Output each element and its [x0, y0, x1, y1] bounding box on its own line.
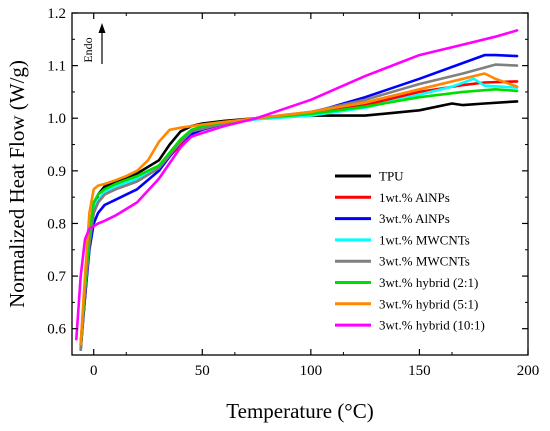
ticks-layer: 0 50 100 150 200 0.6 0.7 0.8 0.9 1.0 1.1 1.2 — [47, 6, 539, 379]
y-tick-label: 1.1 — [47, 59, 66, 75]
x-axis-title: Temperature (°C) — [226, 399, 373, 423]
series-line-3 — [79, 53, 519, 346]
legend-label-8: 3wt.% hybrid (10:1) — [379, 318, 485, 333]
legend-label-7: 3wt.% hybrid (5:1) — [379, 296, 478, 311]
y-tick-label: 1.2 — [47, 6, 66, 22]
legend-label-1: TPU — [379, 169, 404, 184]
series-line-8 — [75, 29, 519, 341]
endo-arrow-head — [98, 23, 106, 33]
series-layer — [75, 29, 519, 352]
legend-label-6: 3wt.% hybrid (2:1) — [379, 275, 478, 290]
legend-label-2: 1wt.% AlNPs — [379, 190, 450, 205]
y-tick-label: 1.0 — [47, 111, 66, 127]
series-line-7 — [79, 72, 519, 346]
x-tick-label: 150 — [408, 363, 431, 379]
plot-frame — [71, 12, 529, 356]
series-line-5 — [79, 63, 519, 352]
series-line-1 — [79, 100, 519, 352]
legend-label-5: 3wt.% MWCNTs — [379, 254, 470, 269]
x-tick-label: 100 — [300, 363, 323, 379]
x-tick-label: 200 — [517, 363, 540, 379]
y-tick-label: 0.9 — [47, 164, 66, 180]
endo-label: Endo — [81, 37, 95, 62]
series-line-6 — [79, 88, 519, 346]
legend: TPU 1wt.% AlNPs 3wt.% AlNPs 1wt.% MWCNTs 3wt… — [335, 169, 485, 333]
legend-label-4: 1wt.% MWCNTs — [379, 232, 470, 247]
y-axis-title: Normalized Heat Flow (W/g) — [5, 60, 29, 308]
y-tick-label: 0.6 — [47, 322, 66, 338]
y-tick-label: 0.8 — [47, 216, 66, 232]
y-tick-label: 0.7 — [47, 269, 66, 285]
endo-annotation: Endo — [81, 23, 106, 64]
legend-label-3: 3wt.% AlNPs — [379, 211, 450, 226]
x-tick-label: 0 — [90, 363, 98, 379]
x-tick-label: 50 — [195, 363, 210, 379]
